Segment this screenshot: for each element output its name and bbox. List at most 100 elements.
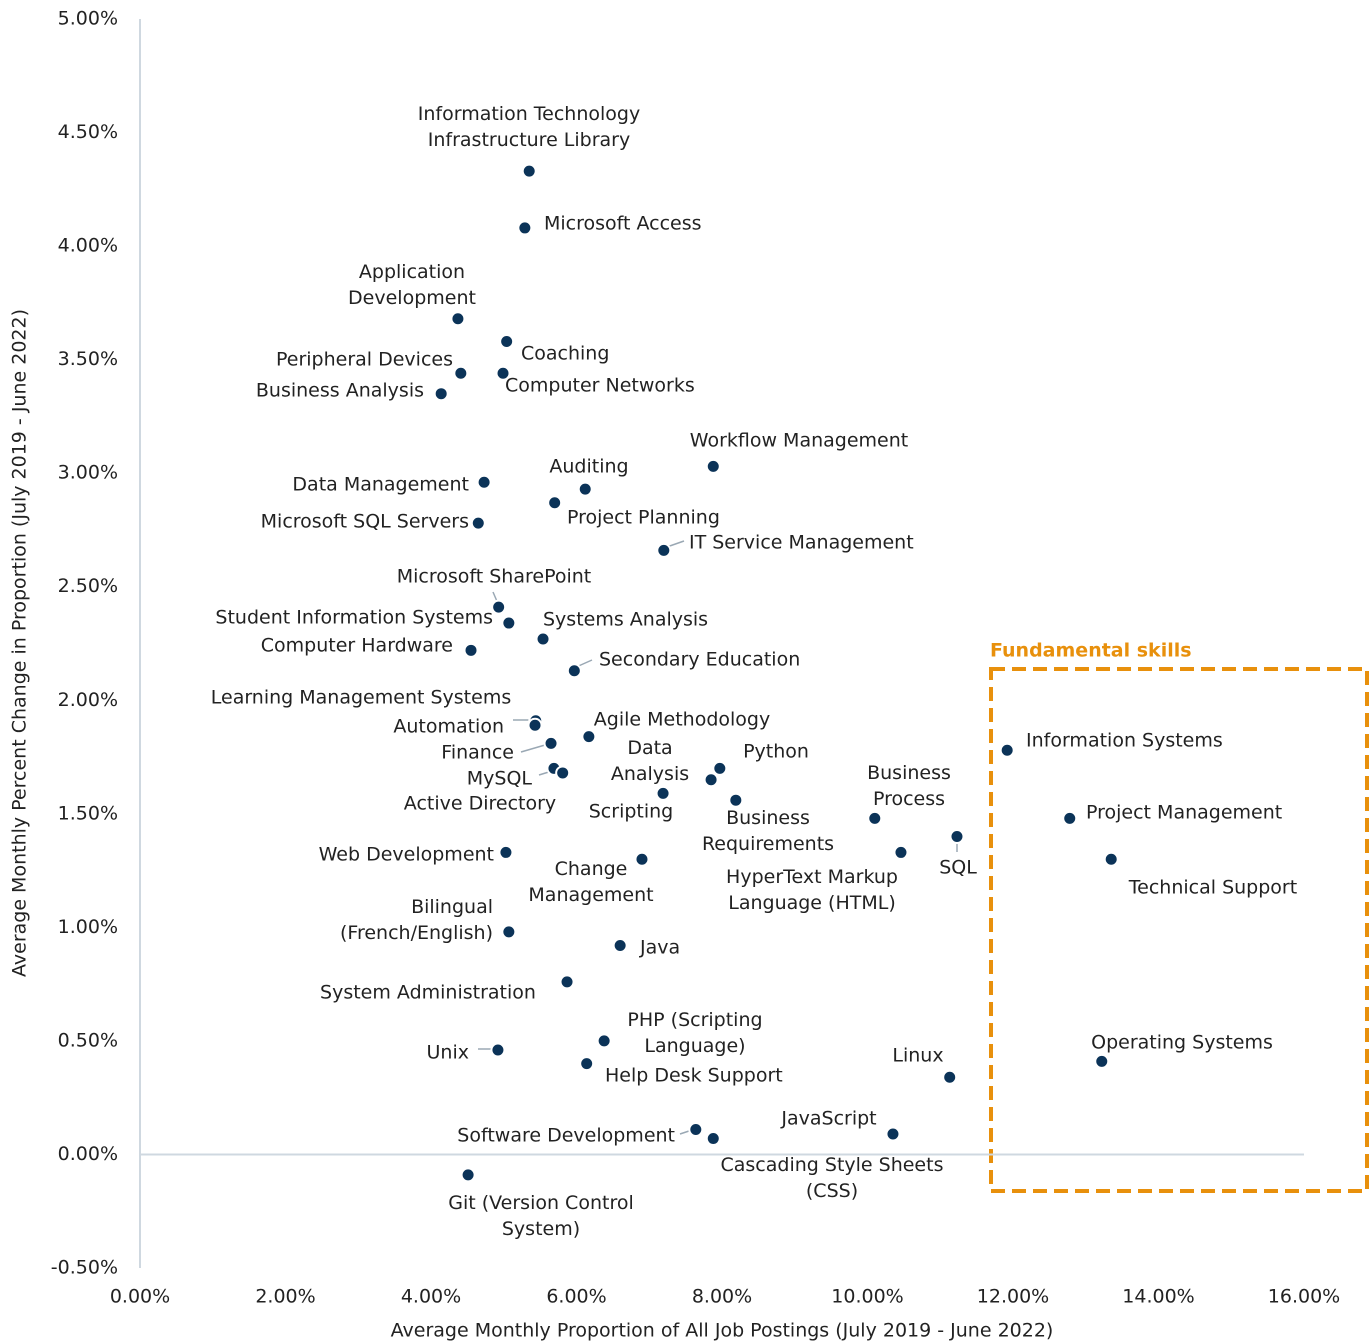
point	[949, 829, 965, 845]
point-label: Git (Version Control System)	[448, 1192, 634, 1240]
point-label: Computer Hardware	[261, 635, 453, 657]
point-label: Web Development	[319, 844, 494, 866]
point-label: Workflow Management	[690, 430, 908, 452]
point-label: Finance	[441, 742, 514, 764]
point	[893, 844, 909, 860]
label-line: HyperText Markup	[726, 866, 898, 888]
point-label: Project Planning	[567, 507, 720, 529]
point-label: Business Requirements	[702, 807, 834, 855]
x-tick-label: 12.00%	[977, 1286, 1049, 1308]
point-label: Data Management	[292, 474, 469, 496]
label-line: Language)	[644, 1035, 745, 1057]
point	[555, 765, 571, 781]
point-label: IT Service Management	[689, 532, 914, 554]
label-line: Cascading Style Sheets	[721, 1154, 944, 1176]
y-tick-label: 2.00%	[58, 689, 118, 711]
x-tick-label: 14.00%	[1122, 1286, 1194, 1308]
point-label: Information Technology Infrastructure Lib…	[418, 103, 640, 151]
point	[521, 163, 537, 179]
x-tick-label: 2.00%	[255, 1286, 315, 1308]
label-line: Application	[359, 261, 465, 283]
point	[517, 220, 533, 236]
point-label: Project Management	[1086, 802, 1282, 824]
leader-line	[520, 744, 546, 753]
label-line: Language (HTML)	[728, 892, 896, 914]
label-line: (French/English)	[340, 922, 493, 944]
x-tick-label: 6.00%	[546, 1286, 606, 1308]
y-axis-label: Average Monthly Percent Change in Propor…	[9, 309, 31, 977]
x-axis-label: Average Monthly Proportion of All Job Po…	[391, 1320, 1054, 1342]
point-label: Cascading Style Sheets (CSS)	[721, 1154, 944, 1202]
point	[491, 599, 507, 615]
point	[634, 851, 650, 867]
point	[867, 810, 883, 826]
y-tick-label: 4.00%	[58, 235, 118, 257]
point-label: Bilingual (French/English)	[340, 896, 493, 944]
point	[535, 631, 551, 647]
point	[688, 1121, 704, 1137]
point	[581, 729, 597, 745]
point-label: Business Process	[867, 762, 951, 810]
point-label: Java	[639, 937, 680, 959]
point-label: Microsoft SharePoint	[397, 566, 592, 588]
y-tick-label: 1.50%	[58, 802, 118, 824]
x-tick-label: 16.00%	[1268, 1286, 1340, 1308]
y-tick-label: 0.00%	[58, 1143, 118, 1165]
label-line: System)	[502, 1218, 580, 1240]
annotation: Fundamental skills	[990, 640, 1192, 662]
point	[460, 1167, 476, 1183]
x-tick-label: 4.00%	[401, 1286, 461, 1308]
y-tick-label: 5.00%	[58, 8, 118, 30]
label-line: Business	[867, 762, 951, 784]
point	[999, 742, 1015, 758]
point-label: Help Desk Support	[605, 1065, 783, 1087]
point-label: Peripheral Devices	[276, 349, 453, 371]
point	[942, 1069, 958, 1085]
point	[527, 717, 543, 733]
point	[728, 792, 744, 808]
point	[543, 735, 559, 751]
point-label: Coaching	[521, 343, 609, 365]
point	[498, 844, 514, 860]
point-label: Application Development	[348, 261, 476, 309]
point	[579, 1056, 595, 1072]
highlight-box	[989, 667, 1369, 1193]
point	[499, 333, 515, 349]
point-label: Student Information Systems	[215, 607, 493, 629]
y-tick-label: 3.00%	[58, 462, 118, 484]
point	[1094, 1053, 1110, 1069]
point	[547, 495, 563, 511]
label-line: Requirements	[702, 833, 834, 855]
label-line: PHP (Scripting	[627, 1009, 762, 1031]
x-tick-label: 0.00%	[110, 1286, 170, 1308]
point-label: Software Development	[457, 1125, 675, 1147]
label-line: Development	[348, 287, 476, 309]
point	[476, 474, 492, 490]
label-line: Bilingual	[411, 896, 493, 918]
label-line: (CSS)	[806, 1180, 858, 1202]
y-tick-label: 0.50%	[58, 1029, 118, 1051]
point	[501, 615, 517, 631]
point	[1103, 851, 1119, 867]
label-line: Change	[555, 858, 628, 880]
point	[703, 772, 719, 788]
y-tick-label: 4.50%	[58, 121, 118, 143]
point-label: Information Systems	[1026, 730, 1223, 752]
point-label: Scripting	[589, 801, 674, 823]
x-tick-label: 8.00%	[692, 1286, 752, 1308]
point-label: System Administration	[320, 982, 536, 1004]
point	[450, 311, 466, 327]
point	[453, 365, 469, 381]
point-label: Change Management	[528, 858, 653, 906]
point	[1062, 810, 1078, 826]
point	[559, 974, 575, 990]
point-label: Learning Management Systems	[211, 687, 511, 709]
point-label: Microsoft Access	[544, 213, 702, 235]
y-tick-label: -0.50%	[51, 1257, 118, 1279]
point-label: PHP (Scripting Language)	[627, 1009, 762, 1057]
point-label: JavaScript	[780, 1108, 876, 1130]
point-label: Business Analysis	[256, 380, 424, 402]
point-label: SQL	[939, 857, 977, 879]
point	[655, 785, 671, 801]
